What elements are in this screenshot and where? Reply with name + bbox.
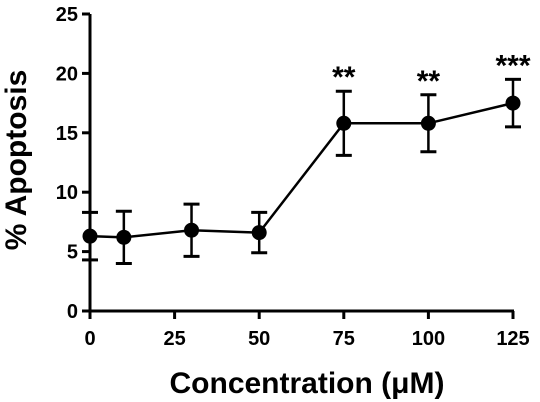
y-tick-label: 25 xyxy=(56,4,78,26)
x-tick-label: 25 xyxy=(163,328,185,350)
series-line xyxy=(89,101,514,239)
data-point xyxy=(251,225,267,241)
x-tick-label: 125 xyxy=(496,328,529,350)
y-tick-label: 10 xyxy=(56,182,78,204)
x-tick-label: 100 xyxy=(412,328,445,350)
significance-label: ** xyxy=(332,61,356,94)
y-tick-label: 20 xyxy=(56,63,78,85)
data-series xyxy=(82,77,521,265)
y-tick-label: 0 xyxy=(67,301,78,323)
data-point xyxy=(420,115,436,131)
data-point xyxy=(184,222,200,238)
y-tick-label: 5 xyxy=(67,242,78,264)
y-tick-label: 15 xyxy=(56,123,78,145)
axes xyxy=(88,14,514,313)
y-axis-title: % Apoptosis xyxy=(0,70,33,251)
data-point xyxy=(82,228,98,244)
x-tick-label: 75 xyxy=(333,328,355,350)
x-axis-title: Concentration (μM) xyxy=(170,367,445,400)
x-tick-label: 50 xyxy=(248,328,270,350)
significance-label: ** xyxy=(417,65,441,98)
ticks: 0 5 10 15 20 25 0 25 50 75 100 125 xyxy=(56,4,530,350)
significance-label: *** xyxy=(495,49,530,82)
x-tick-label: 0 xyxy=(84,328,95,350)
significance-annotations: ** ** *** xyxy=(332,49,531,97)
data-point xyxy=(336,115,352,131)
data-point xyxy=(116,229,132,245)
data-point xyxy=(505,95,521,111)
